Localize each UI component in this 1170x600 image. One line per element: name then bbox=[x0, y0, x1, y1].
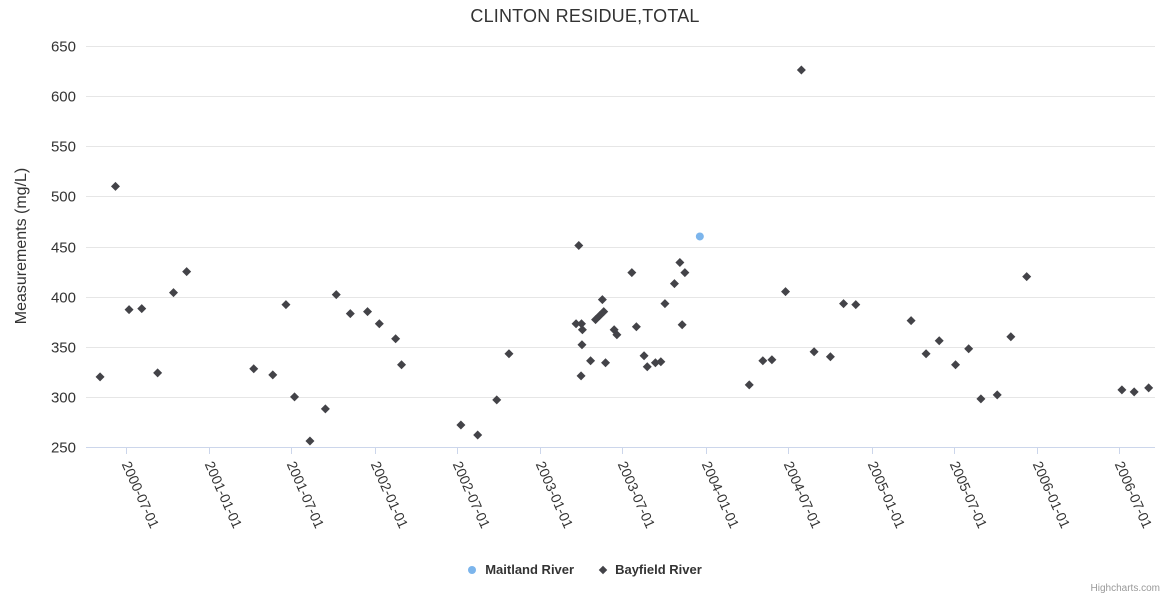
data-point-bayfield-river[interactable] bbox=[473, 430, 483, 440]
legend-label-maitland-river: Maitland River bbox=[485, 562, 575, 577]
data-point-bayfield-river[interactable] bbox=[571, 319, 581, 329]
data-point-bayfield-river[interactable] bbox=[825, 352, 835, 362]
data-point-bayfield-river[interactable] bbox=[374, 319, 384, 329]
x-axis-tick-label: 2006-01-01 bbox=[1030, 459, 1074, 531]
data-point-bayfield-river[interactable] bbox=[921, 349, 931, 359]
data-point-bayfield-river[interactable] bbox=[809, 347, 819, 357]
data-point-bayfield-river[interactable] bbox=[1144, 383, 1154, 393]
data-point-bayfield-river[interactable] bbox=[576, 371, 586, 381]
diamond-marker-icon bbox=[598, 565, 608, 574]
x-axis-tick-label: 2001-01-01 bbox=[202, 459, 246, 531]
x-axis-tick-label: 2003-07-01 bbox=[615, 459, 659, 531]
data-point-bayfield-river[interactable] bbox=[976, 394, 986, 404]
x-axis-tick-label: 2002-07-01 bbox=[450, 459, 494, 531]
y-axis-tick-label: 350 bbox=[51, 340, 76, 357]
y-axis-tick-label: 400 bbox=[51, 290, 76, 307]
legend-label-bayfield-river: Bayfield River bbox=[615, 562, 702, 577]
data-point-bayfield-river[interactable] bbox=[1117, 385, 1127, 395]
data-point-bayfield-river[interactable] bbox=[796, 65, 806, 75]
data-point-bayfield-river[interactable] bbox=[137, 304, 147, 314]
x-axis-tick-label: 2001-07-01 bbox=[284, 459, 328, 531]
data-point-bayfield-river[interactable] bbox=[677, 320, 687, 330]
data-point-bayfield-river[interactable] bbox=[601, 358, 611, 368]
data-point-bayfield-river[interactable] bbox=[839, 299, 849, 309]
data-point-bayfield-river[interactable] bbox=[504, 349, 514, 359]
data-point-bayfield-river[interactable] bbox=[669, 279, 679, 289]
data-point-bayfield-river[interactable] bbox=[906, 316, 916, 326]
data-point-bayfield-river[interactable] bbox=[290, 392, 300, 402]
data-point-bayfield-river[interactable] bbox=[397, 360, 407, 370]
data-point-bayfield-river[interactable] bbox=[656, 357, 666, 367]
data-point-bayfield-river[interactable] bbox=[660, 299, 670, 309]
y-axis-tick-label: 650 bbox=[51, 39, 76, 56]
data-point-bayfield-river[interactable] bbox=[577, 319, 587, 329]
data-point-bayfield-river[interactable] bbox=[95, 372, 105, 382]
data-point-bayfield-river[interactable] bbox=[934, 336, 944, 346]
data-point-bayfield-river[interactable] bbox=[767, 355, 777, 365]
data-point-bayfield-river[interactable] bbox=[492, 395, 502, 405]
circle-marker-icon bbox=[468, 565, 477, 574]
data-point-bayfield-river[interactable] bbox=[110, 181, 120, 191]
data-point-bayfield-river[interactable] bbox=[631, 322, 641, 332]
data-point-bayfield-river[interactable] bbox=[586, 356, 596, 366]
data-point-bayfield-river[interactable] bbox=[281, 300, 291, 310]
data-point-bayfield-river[interactable] bbox=[597, 295, 607, 305]
data-point-bayfield-river[interactable] bbox=[851, 300, 861, 310]
data-point-bayfield-river[interactable] bbox=[456, 420, 466, 430]
data-point-bayfield-river[interactable] bbox=[781, 287, 791, 297]
x-axis-tick-label: 2006-07-01 bbox=[1112, 459, 1156, 531]
data-point-bayfield-river[interactable] bbox=[391, 334, 401, 344]
legend-item-maitland-river[interactable]: Maitland River bbox=[468, 562, 574, 577]
data-point-bayfield-river[interactable] bbox=[599, 307, 609, 317]
data-point-bayfield-river[interactable] bbox=[331, 290, 341, 300]
data-point-bayfield-river[interactable] bbox=[153, 368, 163, 378]
y-axis-tick-label: 300 bbox=[51, 390, 76, 407]
x-axis-tick-label: 2003-01-01 bbox=[533, 459, 577, 531]
data-point-maitland-river[interactable] bbox=[695, 232, 704, 241]
data-point-bayfield-river[interactable] bbox=[182, 267, 192, 277]
y-axis-tick-label: 550 bbox=[51, 139, 76, 156]
data-point-bayfield-river[interactable] bbox=[992, 390, 1002, 400]
data-point-bayfield-river[interactable] bbox=[612, 330, 622, 340]
data-point-bayfield-river[interactable] bbox=[951, 360, 961, 370]
x-axis-tick-label: 2004-07-01 bbox=[781, 459, 825, 531]
data-point-bayfield-river[interactable] bbox=[1129, 387, 1139, 397]
y-axis-tick-label: 450 bbox=[51, 240, 76, 257]
chart-title: CLINTON RESIDUE,TOTAL bbox=[470, 6, 700, 26]
data-point-bayfield-river[interactable] bbox=[627, 268, 637, 278]
x-axis-tick-label: 2005-07-01 bbox=[947, 459, 991, 531]
legend-item-bayfield-river[interactable]: Bayfield River bbox=[598, 562, 702, 577]
data-point-bayfield-river[interactable] bbox=[168, 288, 178, 298]
data-point-bayfield-river[interactable] bbox=[268, 370, 278, 380]
data-point-bayfield-river[interactable] bbox=[1006, 332, 1016, 342]
data-point-bayfield-river[interactable] bbox=[574, 240, 584, 250]
highcharts-credits[interactable]: Highcharts.com bbox=[1090, 583, 1160, 594]
data-point-bayfield-river[interactable] bbox=[1022, 272, 1032, 282]
data-point-bayfield-river[interactable] bbox=[577, 340, 587, 350]
x-axis-tick-label: 2005-01-01 bbox=[865, 459, 909, 531]
data-point-bayfield-river[interactable] bbox=[744, 380, 754, 390]
data-point-bayfield-river[interactable] bbox=[305, 436, 315, 446]
data-point-bayfield-river[interactable] bbox=[320, 404, 330, 414]
x-axis-tick-label: 2000-07-01 bbox=[119, 459, 163, 531]
y-axis-tick-label: 500 bbox=[51, 189, 76, 206]
data-point-bayfield-river[interactable] bbox=[758, 356, 768, 366]
y-axis-tick-label: 250 bbox=[51, 440, 76, 457]
y-axis-tick-label: 600 bbox=[51, 89, 76, 106]
data-point-bayfield-river[interactable] bbox=[642, 362, 652, 372]
legend: Maitland River Bayfield River bbox=[0, 562, 1170, 577]
data-point-bayfield-river[interactable] bbox=[964, 344, 974, 354]
data-point-bayfield-river[interactable] bbox=[345, 309, 355, 319]
data-point-bayfield-river[interactable] bbox=[639, 351, 649, 361]
x-axis-tick-label: 2004-01-01 bbox=[699, 459, 743, 531]
data-point-bayfield-river[interactable] bbox=[249, 364, 259, 374]
data-point-bayfield-river[interactable] bbox=[363, 307, 373, 317]
data-point-bayfield-river[interactable] bbox=[680, 268, 690, 278]
data-point-bayfield-river[interactable] bbox=[577, 325, 587, 335]
data-point-bayfield-river[interactable] bbox=[124, 305, 134, 315]
data-point-bayfield-river[interactable] bbox=[675, 258, 685, 268]
x-axis-tick-label: 2002-01-01 bbox=[368, 459, 412, 531]
